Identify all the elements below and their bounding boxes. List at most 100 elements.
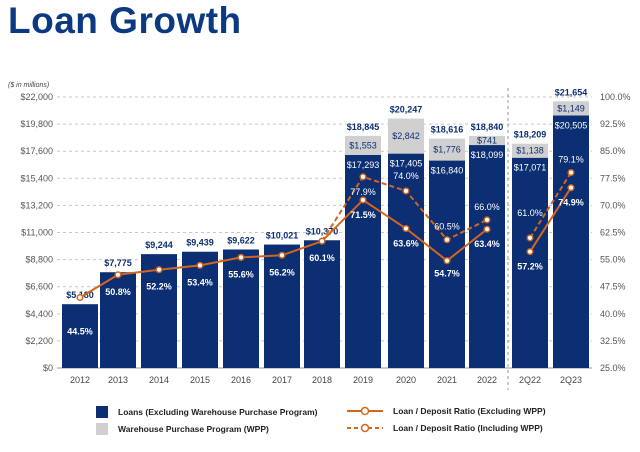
y2-tick-label: 70.0% [600,200,626,210]
x-tick-label: 2017 [272,375,292,385]
loans-label: $17,293 [347,160,380,170]
ratio-excl-point [526,248,534,256]
ratio-excl-label: 74.9% [558,198,584,208]
y2-tick-label: 25.0% [600,363,626,373]
x-tick-label: 2Q23 [560,375,582,385]
ratio-excl-point [76,293,84,302]
bar-wpp [429,138,465,161]
total-label: $18,616 [431,125,464,135]
x-tick-label: 2014 [149,375,169,385]
bar-loans [100,272,136,368]
ratio-excl-point [483,225,491,233]
ratio-excl-point [237,253,245,261]
ratio-excl-point [567,184,575,192]
x-tick-label: 2Q22 [519,375,541,385]
ratio-excl-line [529,187,572,253]
ratio-excl-point [114,271,122,279]
loans-label: $18,099 [471,150,504,160]
ratio-excl-label: 50.8% [105,287,131,297]
bar-wpp [469,135,505,146]
bar-wpp [512,143,548,158]
ratio-excl-label: 71.5% [350,210,376,220]
ratio-excl-point [359,196,367,204]
bar-loans [62,304,98,368]
total-label: $9,439 [186,238,214,248]
total-label: $20,247 [390,105,423,115]
ratio-excl-label: 53.4% [187,277,213,287]
ratio-excl-label: 60.1% [309,253,335,263]
ratio-excl-point [443,257,451,265]
y-tick-label: $17,600 [20,146,53,156]
wpp-label: $1,149 [557,103,585,113]
ratio-incl-label: 79.1% [558,155,584,165]
loans-label: $17,405 [390,159,423,169]
ratio-incl-label: 66.0% [474,202,500,212]
ratio-incl-label: 61.0% [517,208,543,218]
y2-tick-label: 40.0% [600,309,626,319]
x-tick-label: 2015 [190,375,210,385]
ratio-incl-label: 77.9% [350,187,376,197]
y-tick-label: $19,800 [20,119,53,129]
ratio-excl-point [402,224,410,233]
x-tick-label: 2019 [353,375,373,385]
legend-label-ratio-ex: Loan / Deposit Ratio (Excluding WPP) [393,406,546,416]
bar-loans [469,145,505,368]
total-label: $9,244 [145,240,173,250]
x-tick-label: 2012 [70,375,90,385]
ratio-incl-point [443,236,451,244]
total-label: $18,209 [514,130,547,140]
legend-swatch-wpp [96,423,108,435]
loans-label: $17,071 [514,163,547,173]
y2-tick-label: 92.5% [600,119,626,129]
total-label: $10,370 [306,226,339,236]
y-tick-label: $13,200 [20,200,53,210]
bar-loans [264,244,300,368]
y2-tick-label: 85.0% [600,146,626,156]
total-label: $18,840 [471,122,504,132]
y-tick-label: $4,400 [25,309,53,319]
wpp-label: $2,842 [392,131,420,141]
y2-tick-label: 32.5% [600,336,626,346]
bar-wpp [388,118,424,154]
y-tick-label: $11,000 [21,228,53,238]
loans-label: $16,840 [431,166,464,176]
ratio-incl-point [359,173,367,181]
y2-tick-label: 77.5% [600,173,626,183]
ratio-excl-point [318,237,326,245]
y2-tick-label: 47.5% [600,282,626,292]
legend-label-wpp: Warehouse Purchase Program (WPP) [118,424,269,434]
wpp-label: $1,776 [433,145,461,155]
ratio-incl-point [483,216,491,224]
ratio-incl-point [402,187,410,195]
page-title: Loan Growth [8,0,242,41]
y-tick-label: $15,400 [20,173,53,183]
wpp-label: $1,138 [516,146,544,156]
bar-wpp [553,101,589,116]
total-label: $21,654 [555,87,588,97]
x-tick-label: 2021 [437,375,457,385]
legend-swatch-loans [96,406,108,418]
wpp-label: $1,553 [349,140,377,150]
y-tick-label: $8,800 [25,255,53,265]
x-tick-label: 2020 [396,375,416,385]
ratio-excl-label: 63.4% [474,239,500,249]
y-tick-label: $6,600 [25,282,53,292]
total-label: $7,775 [104,258,132,268]
bar-loans [223,249,259,368]
legend-line-solid-icon [347,406,383,416]
ratio-incl-point [567,168,575,177]
total-label: $10,021 [266,231,299,241]
ratio-excl-label: 55.6% [228,269,254,279]
loans-label: $20,505 [555,120,588,130]
legend-loans: Loans (Excluding Warehouse Purchase Prog… [96,406,317,418]
x-tick-label: 2016 [231,375,251,385]
ratio-excl-label: 56.2% [269,267,295,277]
y-tick-label: $0 [43,363,53,373]
bar-loans [429,160,465,368]
ratio-incl-line [529,171,572,239]
legend-label-loans: Loans (Excluding Warehouse Purchase Prog… [118,407,318,417]
y2-tick-label: 100.0% [600,92,631,102]
legend-line-dashed-icon [347,423,383,433]
ratio-excl-point [278,251,286,259]
